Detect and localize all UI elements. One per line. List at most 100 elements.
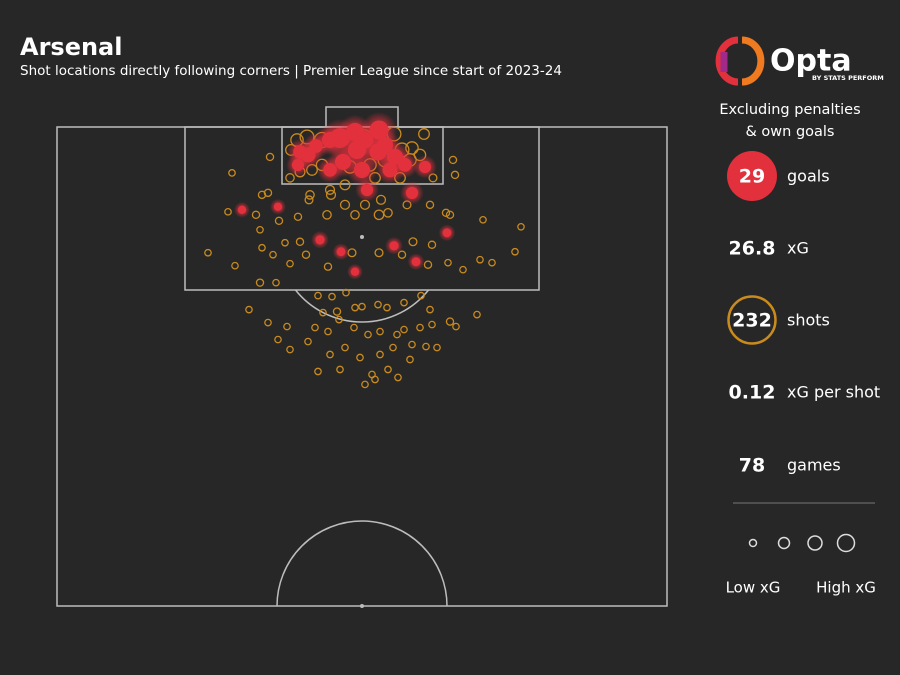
goal [350,267,360,276]
shot [326,350,334,359]
shot [473,310,481,319]
shot [417,291,425,300]
goal [293,145,307,159]
shot [350,209,360,220]
shot [264,318,272,327]
penalty-spot [360,235,364,239]
shot [426,305,434,314]
shot [375,194,387,205]
shot [311,323,319,332]
note: Excluding penalties [719,102,860,118]
size-legend [836,533,856,553]
goal [315,235,325,245]
shot [245,305,253,314]
stat-label: games [787,456,841,475]
shot [423,260,433,269]
shots-badge [727,295,777,345]
note: & own goals [746,124,835,140]
goal [376,136,394,154]
goal [336,247,346,257]
shot [314,291,322,300]
stat-label: goals [787,167,830,186]
shot [256,225,264,234]
shot [427,240,437,249]
shot [459,265,467,274]
shot [479,215,487,224]
shot [444,258,452,267]
shot [428,320,436,329]
shot [305,190,315,200]
size-legend [807,535,823,551]
stats: 29 goals 26.8 xG 232 shots 0.12 xG per shot 78 ga… [729,166,881,477]
shot [325,189,337,200]
shot [389,343,397,352]
size-legend [748,538,758,548]
shot [374,248,384,258]
shot [281,238,289,247]
shot [274,216,284,226]
shot [394,373,402,382]
shots-layer [204,111,525,389]
shot [422,342,430,351]
shot [358,302,366,311]
shot [204,248,212,257]
size-legend [777,536,791,550]
stat-value: 0.12 [729,382,776,404]
shot [342,288,350,297]
shot [418,128,430,140]
shot [400,325,408,334]
shot [350,323,358,332]
chart-subtitle: Shot locations directly following corner… [20,63,562,79]
stat-value: 26.8 [729,238,776,260]
shot [304,337,312,346]
logo-left [715,36,739,86]
legend-label: Low xG [726,579,781,597]
shot [408,237,418,247]
brand-name: Opta [770,44,852,79]
shot [293,212,303,222]
goal [323,163,337,177]
shot [517,222,525,231]
shot [397,250,407,259]
stat-value: 78 [739,455,765,477]
shot [371,375,379,384]
shot [319,308,327,317]
shot [450,170,460,180]
shot [324,327,332,336]
shot [231,261,239,270]
brand-sub: BY STATS PERFORM [812,74,884,82]
shot [364,330,372,339]
goals-badge [727,151,777,201]
brand: Opta BY STATS PERFORM [715,36,884,86]
shot [511,247,519,256]
goal [442,228,452,238]
shot [269,250,277,259]
stat-value: 29 [739,166,765,188]
goal [273,202,283,212]
shot [228,169,236,177]
shot [384,365,392,374]
logo-right [741,36,765,86]
shot [408,340,416,349]
shot [433,343,441,352]
shot [488,258,496,267]
stat-label: shots [787,311,830,330]
shot [452,322,460,331]
shot [285,173,295,183]
shot [445,210,455,220]
stat-value: 232 [732,310,772,332]
shot [376,350,384,359]
shot [376,327,384,336]
shot [351,303,359,312]
shot [400,298,408,307]
stat-label: xG [787,239,809,258]
shot [356,353,364,362]
shot [265,152,275,162]
centre-circle [276,520,448,607]
goal [405,186,419,200]
goal [356,131,374,149]
shot [374,300,382,309]
shot [425,200,435,210]
stat-label: xG per shot [787,383,880,402]
